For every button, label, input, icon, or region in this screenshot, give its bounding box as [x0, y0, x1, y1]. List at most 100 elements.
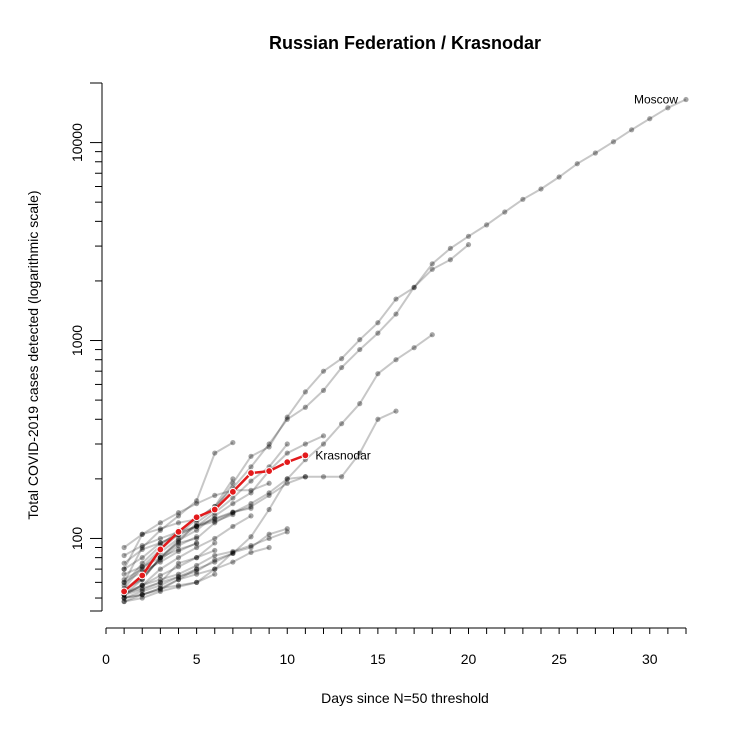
data-point [303, 474, 308, 479]
highlight-data-point [175, 528, 182, 535]
data-point [158, 555, 163, 560]
data-point [248, 478, 253, 483]
label-moscow: Moscow [634, 93, 678, 107]
data-point [140, 592, 145, 597]
data-point [520, 197, 525, 202]
data-point [430, 261, 435, 266]
chart-title: Russian Federation / Krasnodar [269, 33, 541, 53]
data-point [285, 441, 290, 446]
data-point [230, 559, 235, 564]
highlight-data-point [157, 546, 164, 553]
data-point [194, 555, 199, 560]
data-point [285, 526, 290, 531]
x-axis: 0 5 10 15 20 25 30 [102, 628, 686, 667]
data-point [285, 450, 290, 455]
data-point [140, 532, 145, 537]
data-point [230, 476, 235, 481]
data-point [212, 548, 217, 553]
data-point [212, 553, 217, 558]
data-point [122, 599, 127, 604]
data-point [593, 150, 598, 155]
data-point [393, 311, 398, 316]
annotations: Moscow Krasnodar [315, 93, 678, 463]
data-point [375, 331, 380, 336]
data-point [248, 545, 253, 550]
data-point [538, 186, 543, 191]
data-point [158, 580, 163, 585]
data-point [357, 347, 362, 352]
data-point [212, 572, 217, 577]
data-point [321, 474, 326, 479]
highlight-data-point [211, 506, 218, 513]
data-point [176, 510, 181, 515]
data-point [339, 474, 344, 479]
series-group [122, 242, 472, 591]
x-axis-title: Days since N=50 threshold [321, 690, 489, 706]
data-point [230, 440, 235, 445]
data-point [194, 524, 199, 529]
data-point [248, 513, 253, 518]
data-point [430, 332, 435, 337]
data-point [140, 555, 145, 560]
y-tick-label: 1000 [69, 325, 85, 356]
data-point [176, 561, 181, 566]
data-point [375, 417, 380, 422]
data-point [230, 501, 235, 506]
data-point [230, 512, 235, 517]
data-point [502, 209, 507, 214]
data-point [158, 573, 163, 578]
x-tick-label: 15 [370, 651, 386, 667]
data-point [212, 567, 217, 572]
data-point [230, 495, 235, 500]
data-point [375, 320, 380, 325]
data-point [140, 564, 145, 569]
data-point [158, 587, 163, 592]
data-point [557, 174, 562, 179]
highlight-data-point [248, 470, 255, 477]
data-point [448, 246, 453, 251]
data-point [122, 545, 127, 550]
data-point [466, 242, 471, 247]
data-point [448, 257, 453, 262]
data-point [339, 365, 344, 370]
data-point [248, 454, 253, 459]
data-point [321, 369, 326, 374]
data-point [611, 139, 616, 144]
data-point [321, 433, 326, 438]
data-point [194, 501, 199, 506]
data-point [248, 464, 253, 469]
data-point [267, 532, 272, 537]
data-point [285, 417, 290, 422]
x-tick-label: 0 [102, 651, 110, 667]
data-point [321, 388, 326, 393]
data-point [339, 421, 344, 426]
data-point [629, 127, 634, 132]
data-point [122, 567, 127, 572]
data-point [267, 545, 272, 550]
data-point [303, 441, 308, 446]
data-point [357, 401, 362, 406]
data-point [248, 550, 253, 555]
data-point [158, 567, 163, 572]
data-point [412, 285, 417, 290]
data-point [176, 547, 181, 552]
highlight-data-point [193, 514, 200, 521]
data-point [212, 519, 217, 524]
highlight-data-point [266, 468, 273, 475]
data-point [575, 161, 580, 166]
data-point [176, 520, 181, 525]
data-point [647, 116, 652, 121]
data-point [393, 408, 398, 413]
data-point [267, 441, 272, 446]
label-krasnodar: Krasnodar [315, 448, 370, 462]
data-point [194, 567, 199, 572]
highlight-data-point [139, 572, 146, 579]
data-point [212, 540, 217, 545]
data-point [230, 524, 235, 529]
data-point [194, 541, 199, 546]
plot-area [121, 97, 689, 604]
data-point [212, 559, 217, 564]
data-point [122, 561, 127, 566]
data-point [430, 267, 435, 272]
